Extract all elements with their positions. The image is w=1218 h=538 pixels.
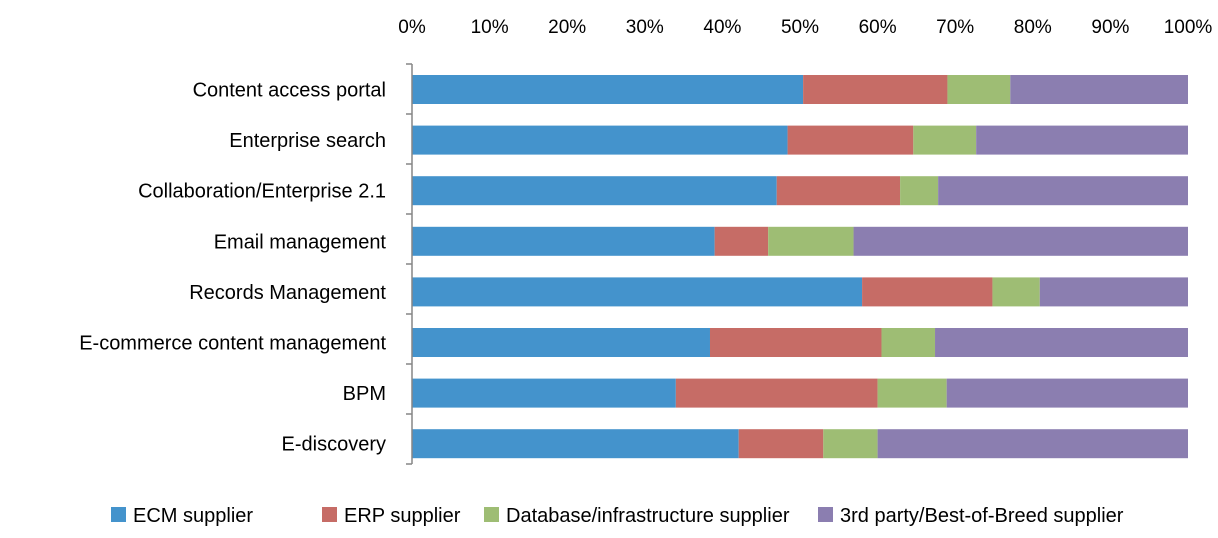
- x-tick-label: 50%: [781, 17, 819, 38]
- category-label: Records Management: [189, 282, 386, 304]
- category-label: Content access portal: [193, 80, 386, 102]
- legend-label: Database/infrastructure supplier: [506, 505, 790, 527]
- bar-database-infrastructure-supplier-bpm: [877, 378, 947, 408]
- bar-row-enterprise-search: [412, 125, 1188, 155]
- bar-erp-supplier-email-management: [714, 226, 769, 256]
- bar-database-infrastructure-supplier-collaboration-enterprise-2-1: [900, 176, 939, 206]
- bar-database-infrastructure-supplier-email-management: [768, 226, 854, 256]
- x-tick-label: 20%: [548, 17, 586, 38]
- bar-erp-supplier-bpm: [675, 378, 878, 408]
- x-tick-label: 0%: [398, 17, 426, 38]
- bar-ecm-supplier-e-discovery: [412, 429, 739, 459]
- bar-row-content-access-portal: [412, 75, 1188, 104]
- x-tick-label: 30%: [626, 17, 664, 38]
- legend-label: 3rd party/Best-of-Breed supplier: [840, 505, 1124, 527]
- bar-database-infrastructure-supplier-records-management: [992, 277, 1040, 307]
- bar-erp-supplier-e-discovery: [738, 429, 824, 459]
- legend-swatch: [818, 507, 833, 522]
- bar-database-infrastructure-supplier-e-commerce-content-management: [881, 328, 936, 357]
- category-label: Enterprise search: [229, 130, 386, 152]
- bar-row-bpm: [412, 378, 1188, 408]
- category-label: E-discovery: [282, 434, 386, 456]
- bar-database-infrastructure-supplier-enterprise-search: [913, 125, 977, 155]
- legend-item-3rd-party-best-of-breed-supplier: 3rd party/Best-of-Breed supplier: [818, 505, 1124, 527]
- category-label: BPM: [343, 383, 386, 405]
- bar-ecm-supplier-enterprise-search: [412, 125, 788, 155]
- y-axis: [406, 63, 413, 465]
- bar-erp-supplier-enterprise-search: [787, 125, 914, 155]
- legend-swatch: [484, 507, 499, 522]
- x-axis: 0% 10% 20% 30% 40% 50% 60% 70% 80% 90% 100%: [398, 17, 1212, 38]
- bar-3rd-party-best-of-breed-supplier-enterprise-search: [976, 125, 1188, 155]
- category-labels: Content access portal Enterprise search Co…: [79, 80, 386, 456]
- legend-swatch: [111, 507, 126, 522]
- bar-ecm-supplier-email-management: [412, 226, 715, 256]
- category-label: E-commerce content management: [79, 333, 386, 355]
- bar-row-email-management: [412, 226, 1188, 256]
- category-label: Email management: [214, 231, 387, 253]
- bar-3rd-party-best-of-breed-supplier-e-commerce-content-management: [935, 328, 1188, 357]
- bar-row-records-management: [412, 277, 1188, 307]
- bar-row-collaboration-enterprise-2-1: [412, 176, 1188, 206]
- bar-erp-supplier-e-commerce-content-management: [709, 328, 882, 357]
- legend-item-ecm-supplier: ECM supplier: [111, 505, 253, 527]
- bar-ecm-supplier-content-access-portal: [412, 75, 804, 104]
- bar-database-infrastructure-supplier-content-access-portal: [947, 75, 1011, 104]
- x-tick-label: 80%: [1014, 17, 1052, 38]
- bar-3rd-party-best-of-breed-supplier-collaboration-enterprise-2-1: [938, 176, 1188, 206]
- x-tick-label: 10%: [471, 17, 509, 38]
- legend-item-erp-supplier: ERP supplier: [322, 505, 461, 527]
- x-tick-label: 70%: [936, 17, 974, 38]
- bar-row-e-discovery: [412, 429, 1188, 459]
- x-tick-label: 40%: [703, 17, 741, 38]
- bar-erp-supplier-content-access-portal: [803, 75, 948, 104]
- bar-ecm-supplier-bpm: [412, 378, 676, 408]
- category-label: Collaboration/Enterprise 2.1: [138, 181, 386, 203]
- bar-3rd-party-best-of-breed-supplier-content-access-portal: [1010, 75, 1188, 104]
- bar-row-e-commerce-content-management: [412, 328, 1188, 357]
- legend: ECM supplier ERP supplier Database/infrast…: [111, 505, 1124, 527]
- bar-ecm-supplier-records-management: [412, 277, 863, 307]
- bars: [412, 75, 1188, 459]
- x-tick-label: 90%: [1091, 17, 1129, 38]
- x-tick-label: 100%: [1164, 17, 1213, 38]
- bar-3rd-party-best-of-breed-supplier-email-management: [853, 226, 1188, 256]
- bar-ecm-supplier-collaboration-enterprise-2-1: [412, 176, 777, 206]
- legend-item-database-infrastructure-supplier: Database/infrastructure supplier: [484, 505, 790, 527]
- legend-label: ERP supplier: [344, 505, 461, 527]
- legend-swatch: [322, 507, 337, 522]
- x-tick-label: 60%: [859, 17, 897, 38]
- bar-database-infrastructure-supplier-e-discovery: [823, 429, 878, 459]
- bar-3rd-party-best-of-breed-supplier-bpm: [946, 378, 1188, 408]
- bar-erp-supplier-records-management: [862, 277, 993, 307]
- bar-erp-supplier-collaboration-enterprise-2-1: [776, 176, 901, 206]
- bar-3rd-party-best-of-breed-supplier-e-discovery: [877, 429, 1188, 459]
- bar-ecm-supplier-e-commerce-content-management: [412, 328, 710, 357]
- bar-3rd-party-best-of-breed-supplier-records-management: [1039, 277, 1188, 307]
- legend-label: ECM supplier: [133, 505, 253, 527]
